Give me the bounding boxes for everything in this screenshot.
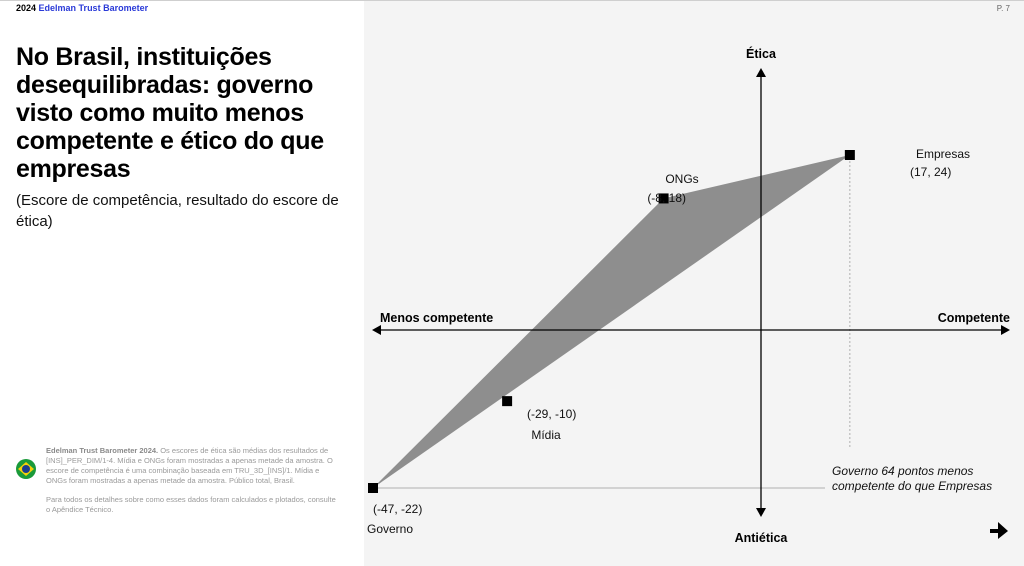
page-number: P. 7 bbox=[996, 4, 1010, 13]
chart-panel bbox=[364, 1, 1024, 566]
data-points bbox=[368, 150, 855, 493]
x-axis-right-arrow bbox=[1001, 325, 1010, 335]
y-axis-top-arrow bbox=[756, 68, 766, 77]
label-name-empresas: Empresas bbox=[916, 147, 970, 161]
page-title: No Brasil, instituições desequilibradas:… bbox=[16, 43, 324, 183]
label-coord-midia: (-29, -10) bbox=[527, 407, 576, 421]
chart-axes bbox=[372, 68, 1010, 517]
data-labels: Empresas (17, 24) ONGs (-8, 18) Mídia (-29, -… bbox=[367, 147, 970, 536]
point-ongs bbox=[658, 193, 669, 204]
axis-label-left: Menos competente bbox=[380, 311, 493, 325]
quadrant-chart: Empresas (17, 24) ONGs (-8, 18) Mídia (-29, -… bbox=[367, 46, 1010, 545]
left-panel bbox=[0, 1, 364, 566]
label-coord-governo: (-47, -22) bbox=[373, 502, 422, 516]
axis-labels: Ética Antiética Menos competente Competente bbox=[380, 46, 1010, 545]
chart-annotation: Governo 64 pontos menos competente do qu… bbox=[832, 464, 993, 493]
axis-label-right: Competente bbox=[938, 311, 1010, 325]
label-coord-ongs: (-8, 18) bbox=[647, 191, 686, 205]
point-governo bbox=[368, 483, 378, 493]
institutions-triangle bbox=[373, 155, 850, 488]
footnote: Edelman Trust Barometer 2024. Os escores… bbox=[46, 446, 336, 515]
axis-label-bottom: Antiética bbox=[735, 531, 789, 545]
footnote-appendix-link[interactable]: Para todos os detalhes sobre como esses … bbox=[46, 495, 336, 514]
axis-label-top: Ética bbox=[746, 46, 777, 61]
chart-guides bbox=[373, 161, 851, 489]
brazil-flag-icon bbox=[16, 459, 36, 479]
label-name-governo: Governo bbox=[367, 522, 413, 536]
next-arrow-icon[interactable] bbox=[988, 520, 1010, 540]
top-divider bbox=[0, 0, 1024, 1]
brand-header: 2024 Edelman Trust Barometer bbox=[16, 3, 148, 13]
page-subtitle: (Escore de competência, resultado do esc… bbox=[16, 192, 339, 230]
footnote-text: Os escores de ética são médias dos resul… bbox=[46, 446, 333, 485]
brand-year: 2024 bbox=[16, 3, 37, 13]
point-midia bbox=[502, 396, 513, 407]
label-coord-empresas: (17, 24) bbox=[910, 165, 951, 179]
point-empresas bbox=[844, 150, 855, 160]
y-axis-bottom-arrow bbox=[756, 508, 766, 517]
label-name-midia: Mídia bbox=[531, 428, 561, 442]
brand-name: Edelman Trust Barometer bbox=[38, 3, 149, 13]
label-name-ongs: ONGs bbox=[665, 172, 698, 186]
footnote-source: Edelman Trust Barometer 2024. bbox=[46, 446, 159, 455]
x-axis-left-arrow bbox=[372, 325, 381, 335]
